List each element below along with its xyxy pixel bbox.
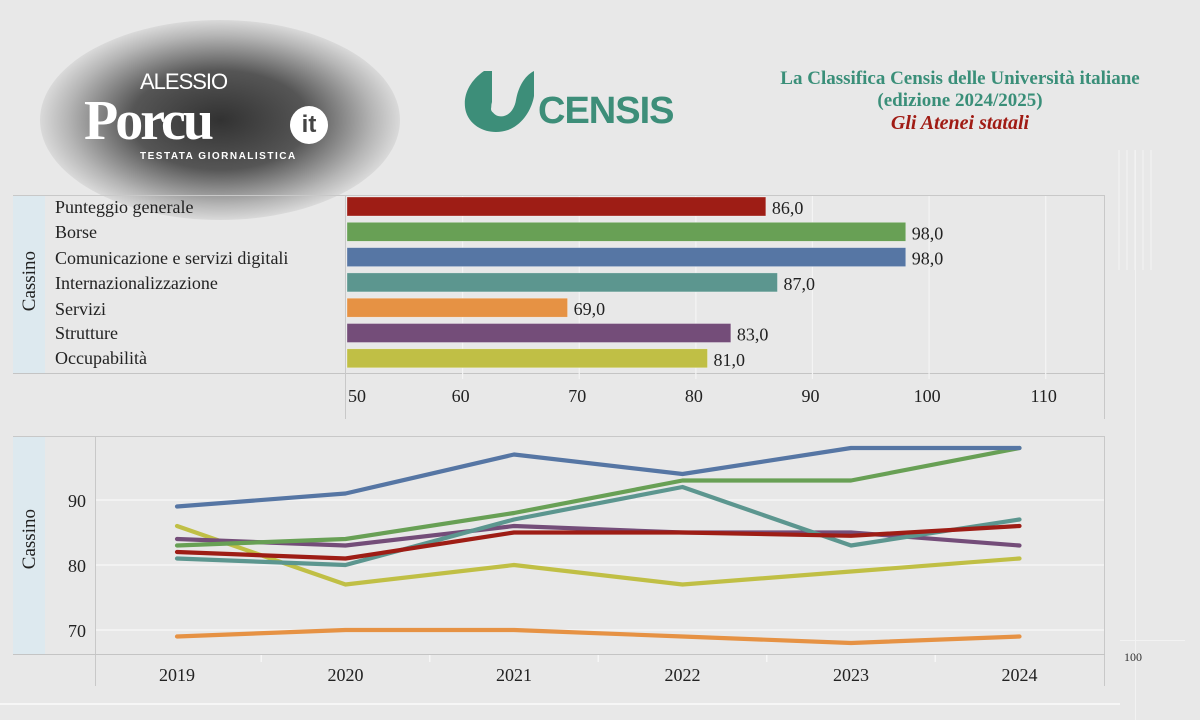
bar-x-tick-label: 100 [914,386,941,406]
bottom-rule [0,703,1120,705]
line-series-internazionalizzazione [174,484,1022,568]
censis-mark-icon [464,71,534,132]
censis-logo-text: CENSIS [538,90,674,132]
bar-internazionalizzazione [346,272,778,293]
bar-borse [346,221,907,242]
line-series-borse [174,445,1022,548]
line-x-tick-label: 2023 [833,665,869,685]
bar-x-tick-label: 90 [801,386,819,406]
publisher-tagline: TESTATA GIORNALISTICA [140,151,297,162]
bar-category-label: Comunicazione e servizi digitali [55,248,289,268]
bar-value-label: 81,0 [714,350,746,370]
line-x-tick-label: 2019 [159,665,195,685]
bar-chart-panel: Cassino Punteggio generale Borse Comunic… [13,193,1105,419]
line-chart-panel: Cassino 70 80 90 2019 2020 2021 2022 2023 2024 [13,436,1105,686]
line-axis-left [95,436,96,686]
line-frame-bottom [13,654,1105,655]
ghost-tick-label: 100 [1124,650,1142,664]
line-series-punteggio-generale [174,523,1022,561]
bar-x-tick-label: 110 [1031,386,1057,406]
line-x-tick-label: 2024 [1002,665,1038,685]
bar-value-label: 98,0 [912,223,944,243]
line-x-tick-label: 2022 [665,665,701,685]
bar-value-label: 98,0 [912,249,944,269]
ghost-axis [1135,150,1136,720]
bar-punteggio-generale [346,196,767,217]
line-series-servizi [174,627,1022,646]
bar-value-label: 69,0 [574,299,606,319]
bar-strutture [346,323,732,343]
bar-value-label: 86,0 [772,198,804,218]
title-line-2: (edizione 2024/2025) [877,90,1043,111]
line-x-tick-label: 2021 [496,665,532,685]
bar-category-label: Punteggio generale [55,197,194,217]
line-y-tick-label: 70 [68,621,86,641]
publisher-logo-firstname: ALESSIO [140,69,228,94]
bar-category-label: Internazionalizzazione [55,273,218,293]
line-panel-label-bg: Cassino [13,437,45,654]
bar-x-tick-label: 50 [348,386,366,406]
publisher-logo-name: Porcu [84,90,214,152]
line-frame-top [13,436,1105,437]
bar-occupabilit- [346,348,708,369]
line-series-occupabilit- [174,523,1022,587]
bar-x-tick-label: 80 [685,386,703,406]
logo-shadow [40,20,400,220]
line-x-tick-label: 2020 [328,665,364,685]
bar-x-tick-label: 70 [568,386,586,406]
ghost-streaks [1112,150,1152,270]
bar-axis-right [1104,196,1105,419]
censis-logo: CENSIS [462,68,677,136]
bar-servizi [346,297,568,318]
publisher-logo-badge: it [290,106,328,144]
ghost-gridline [1120,640,1185,641]
bar-category-label: Strutture [55,323,118,343]
bar-frame-bottom [13,373,1105,374]
bar-value-label: 87,0 [783,274,815,294]
bar-category-label: Servizi [55,299,106,319]
line-axis-right [1104,436,1105,686]
bar-comunicazione-e-servizi-digitali [346,247,907,267]
title-line-1: La Classifica Censis delle Università it… [780,68,1140,89]
line-series-comunicazione-e-servizi-digitali [174,445,1022,509]
bar-category-label: Occupabilità [55,348,147,368]
line-y-tick-label: 80 [68,556,86,576]
bar-chart-svg: 86,0 98,0 98,0 87,0 69,0 83,0 81,0 50 60 70 80 90 10… [346,196,1057,406]
bar-axis-left [345,196,346,419]
line-y-tick-label: 90 [68,491,86,511]
publisher-logo[interactable]: ALESSIO Porcu it TESTATA GIORNALISTICA [84,70,344,170]
subtitle: Gli Atenei statali [890,112,1030,134]
bar-panel-label-bg: Cassino [13,196,45,373]
bar-x-tick-label: 60 [452,386,470,406]
line-chart-svg: 70 80 90 2019 2020 2021 2022 2023 2024 [68,445,1104,685]
bar-category-label: Borse [55,222,97,242]
title-block: La Classifica Censis delle Università it… [730,68,1190,134]
bar-value-label: 83,0 [737,325,769,345]
bar-frame-top [13,195,1105,196]
